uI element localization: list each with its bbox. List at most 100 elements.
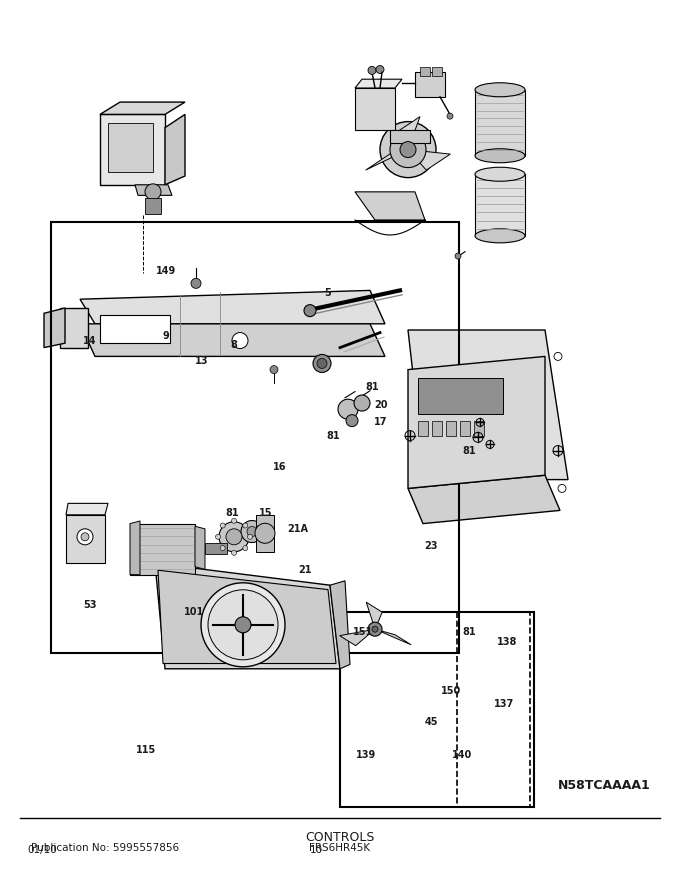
Circle shape xyxy=(400,142,416,158)
Polygon shape xyxy=(375,629,411,645)
Polygon shape xyxy=(100,114,165,185)
Circle shape xyxy=(243,523,248,528)
Polygon shape xyxy=(355,88,395,130)
Text: 8: 8 xyxy=(231,340,237,350)
Circle shape xyxy=(220,523,225,528)
Circle shape xyxy=(219,522,249,552)
Polygon shape xyxy=(130,521,140,575)
Bar xyxy=(51,222,459,653)
Polygon shape xyxy=(80,324,385,356)
Bar xyxy=(418,378,503,414)
Circle shape xyxy=(346,414,358,427)
Circle shape xyxy=(247,526,257,537)
Bar xyxy=(432,67,442,76)
Text: 20: 20 xyxy=(374,400,388,410)
Text: 81: 81 xyxy=(366,382,379,392)
Bar xyxy=(130,524,195,575)
Text: 23: 23 xyxy=(424,540,438,551)
Ellipse shape xyxy=(475,149,525,163)
Circle shape xyxy=(390,132,426,167)
Text: 17: 17 xyxy=(374,416,388,427)
Polygon shape xyxy=(44,308,65,348)
Bar xyxy=(457,612,530,807)
Circle shape xyxy=(270,365,278,374)
Bar xyxy=(475,90,525,156)
Circle shape xyxy=(304,304,316,317)
Circle shape xyxy=(313,355,331,372)
Circle shape xyxy=(81,532,89,541)
Polygon shape xyxy=(366,150,408,170)
Text: 45: 45 xyxy=(424,716,438,727)
Polygon shape xyxy=(165,114,185,185)
Circle shape xyxy=(317,358,327,369)
Bar xyxy=(415,72,445,97)
Text: 140: 140 xyxy=(452,750,473,760)
Polygon shape xyxy=(340,629,375,646)
Text: 14: 14 xyxy=(83,336,97,347)
Circle shape xyxy=(231,518,237,524)
Circle shape xyxy=(368,66,376,75)
Bar xyxy=(475,174,525,236)
Text: N58TCAAAA1: N58TCAAAA1 xyxy=(558,779,650,792)
Text: 9: 9 xyxy=(163,331,169,341)
Circle shape xyxy=(354,395,370,411)
Circle shape xyxy=(232,333,248,348)
Text: 01/10: 01/10 xyxy=(27,846,57,855)
Ellipse shape xyxy=(475,83,525,97)
Circle shape xyxy=(226,529,242,545)
Text: 149: 149 xyxy=(156,266,176,276)
Text: CONTROLS: CONTROLS xyxy=(305,831,375,844)
Bar xyxy=(205,543,227,554)
Text: 115: 115 xyxy=(136,744,156,755)
Bar xyxy=(145,198,161,214)
Circle shape xyxy=(243,546,248,551)
Circle shape xyxy=(255,524,275,543)
Polygon shape xyxy=(408,356,545,488)
Circle shape xyxy=(558,484,566,493)
Circle shape xyxy=(201,583,285,667)
Text: Publication No: 5995557856: Publication No: 5995557856 xyxy=(31,843,179,853)
Polygon shape xyxy=(60,308,88,348)
Circle shape xyxy=(231,550,237,555)
Circle shape xyxy=(235,617,251,633)
Circle shape xyxy=(554,352,562,361)
Polygon shape xyxy=(408,150,450,170)
Ellipse shape xyxy=(475,167,525,181)
Polygon shape xyxy=(396,116,420,150)
Bar xyxy=(474,421,484,436)
Text: 81: 81 xyxy=(326,430,340,441)
Circle shape xyxy=(455,253,461,259)
Circle shape xyxy=(241,520,263,542)
Polygon shape xyxy=(408,330,568,480)
Polygon shape xyxy=(66,503,108,515)
Text: 21A: 21A xyxy=(288,524,308,534)
Polygon shape xyxy=(66,515,105,563)
Bar xyxy=(256,515,274,552)
Polygon shape xyxy=(355,79,402,88)
Circle shape xyxy=(145,184,161,200)
Text: 81: 81 xyxy=(462,627,476,637)
Text: 21: 21 xyxy=(298,565,311,576)
Text: 10: 10 xyxy=(309,846,322,855)
Text: 5: 5 xyxy=(324,288,331,298)
Polygon shape xyxy=(195,526,205,569)
Bar xyxy=(418,421,428,436)
Ellipse shape xyxy=(475,229,525,243)
Circle shape xyxy=(372,627,378,632)
Polygon shape xyxy=(158,570,336,664)
Text: 150: 150 xyxy=(441,686,462,696)
Polygon shape xyxy=(367,602,382,629)
Circle shape xyxy=(338,400,358,419)
Text: 139: 139 xyxy=(356,750,376,760)
Circle shape xyxy=(368,622,382,636)
Bar xyxy=(420,67,430,76)
Polygon shape xyxy=(330,581,350,669)
Bar xyxy=(108,123,153,172)
Circle shape xyxy=(191,278,201,289)
Polygon shape xyxy=(408,475,560,524)
Circle shape xyxy=(248,534,252,539)
Text: 151: 151 xyxy=(353,627,373,637)
Polygon shape xyxy=(390,130,430,143)
Text: 16: 16 xyxy=(273,462,287,473)
Bar xyxy=(100,315,170,343)
